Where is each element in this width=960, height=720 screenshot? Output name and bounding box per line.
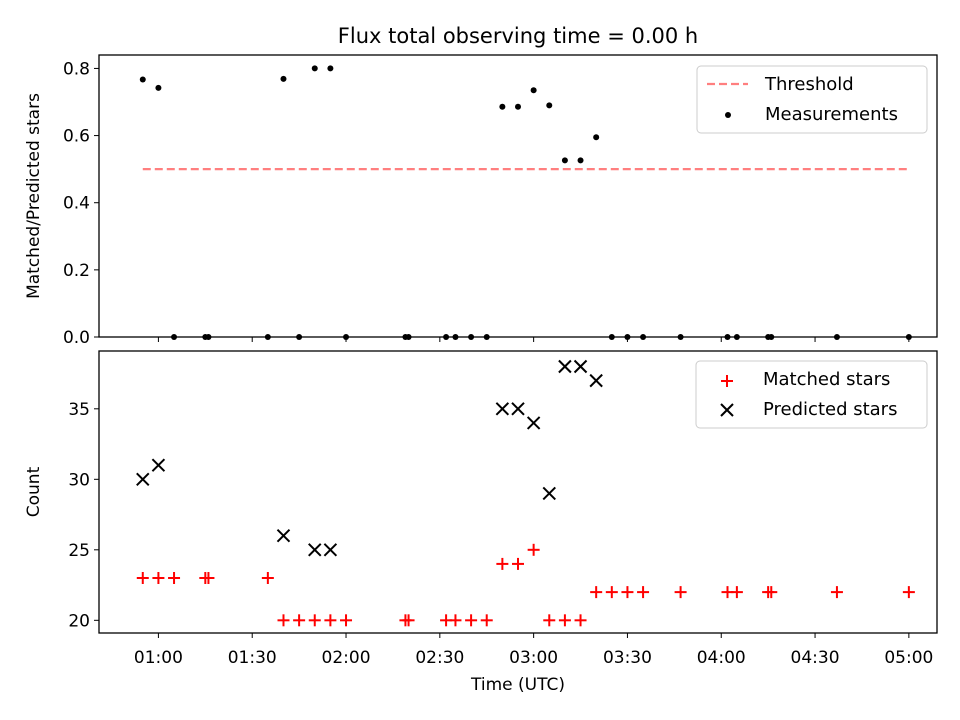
- measurement-point: [155, 84, 162, 91]
- y-tick-label: 0.4: [63, 194, 90, 214]
- legend-matched-swatch: [721, 375, 733, 387]
- matched-marker: [168, 572, 181, 585]
- y-tick-label: 30: [68, 470, 90, 490]
- measurement-point: [530, 87, 537, 94]
- x-tick-label: 04:30: [791, 648, 840, 668]
- measurement-point: [593, 134, 600, 141]
- matched-marker: [543, 614, 556, 627]
- predicted-marker: [308, 543, 322, 557]
- measurement-point: [577, 157, 584, 164]
- predicted-marker: [276, 529, 291, 543]
- predicted-marker: [136, 472, 150, 487]
- matched-marker: [152, 572, 165, 585]
- bottom-x-axis: 01:00 01:30 02:00 02:30 03:00 03:30 04:00 04:30…: [134, 633, 933, 668]
- top-plot-frame: [98, 54, 938, 338]
- x-tick-label: 05:00: [884, 648, 933, 668]
- matched-marker: [480, 614, 493, 627]
- bottom-x-axis-label: Time (UTC): [470, 675, 565, 695]
- predicted-marker: [511, 402, 525, 416]
- predicted-marker: [526, 416, 541, 430]
- matched-marker: [277, 614, 290, 627]
- legend-predicted-label: Predicted stars: [763, 399, 897, 420]
- predicted-marker: [589, 373, 603, 388]
- measurement-point: [327, 65, 334, 72]
- y-tick-label: 35: [68, 400, 90, 420]
- top-chart-title: Flux total observing time = 0.00 h: [338, 24, 698, 48]
- matched-marker: [637, 586, 650, 599]
- matched-marker: [674, 586, 687, 599]
- x-tick-label: 02:30: [415, 648, 464, 668]
- top-y-axis-label: Matched/Predicted stars: [24, 93, 44, 299]
- matched-marker: [902, 586, 915, 599]
- matched-marker: [558, 614, 571, 627]
- legend-threshold-label: Threshold: [764, 74, 854, 95]
- y-tick-label: 20: [68, 611, 90, 631]
- measurement-point: [499, 103, 506, 110]
- matched-marker: [590, 586, 603, 599]
- predicted-marker: [542, 486, 556, 501]
- measurement-point: [311, 65, 318, 72]
- measurement-point: [139, 76, 146, 83]
- matched-marker: [496, 557, 509, 570]
- matched-marker: [308, 614, 321, 627]
- legend-measurements-swatch: [725, 112, 731, 118]
- matched-marker: [527, 543, 540, 556]
- matched-marker: [261, 572, 274, 585]
- bottom-y-axis-label: Count: [24, 466, 44, 517]
- bottom-y-axis: 20 25 30 35: [68, 400, 99, 631]
- x-tick-label: 03:30: [603, 648, 652, 668]
- measurement-point: [546, 102, 553, 109]
- y-tick-label: 25: [68, 541, 90, 561]
- bottom-plot-content: [136, 359, 915, 627]
- measurement-point: [280, 75, 287, 82]
- matched-marker: [402, 614, 415, 627]
- measurement-point: [515, 103, 521, 110]
- bottom-plot-frame: [98, 350, 938, 634]
- matched-marker: [136, 572, 149, 585]
- y-tick-label: 0.2: [63, 261, 90, 281]
- x-tick-label: 04:00: [697, 648, 746, 668]
- predicted-marker: [323, 543, 338, 557]
- matched-marker: [830, 586, 843, 599]
- bottom-legend-box: [695, 360, 928, 429]
- matched-marker: [765, 586, 778, 599]
- top-plot-content: [139, 65, 912, 340]
- matched-marker: [465, 614, 478, 627]
- matched-marker: [512, 557, 524, 570]
- matched-marker: [293, 614, 306, 627]
- matched-marker: [202, 572, 215, 585]
- top-legend: Threshold Measurements: [696, 65, 928, 134]
- legend-measurements-label: Measurements: [765, 104, 898, 125]
- top-y-axis: 0.0 0.2 0.4 0.6 0.8: [63, 59, 99, 348]
- x-tick-label: 01:30: [228, 648, 277, 668]
- matched-marker: [574, 614, 587, 627]
- y-tick-label: 0.0: [63, 328, 90, 348]
- top-x-ticks: [157, 337, 910, 342]
- matched-marker: [449, 614, 462, 627]
- matched-marker: [730, 586, 743, 599]
- x-tick-label: 03:00: [509, 648, 558, 668]
- y-tick-label: 0.8: [63, 59, 90, 79]
- predicted-marker: [495, 402, 510, 416]
- top-legend-box: [696, 65, 928, 134]
- x-tick-label: 01:00: [134, 648, 183, 668]
- measurement-point: [561, 157, 568, 164]
- matched-marker: [340, 614, 353, 627]
- predicted-marker: [151, 458, 166, 472]
- predicted-marker: [573, 359, 588, 374]
- matched-marker: [621, 586, 634, 599]
- legend-matched-label: Matched stars: [763, 369, 890, 390]
- matched-marker: [605, 586, 618, 599]
- y-tick-label: 0.6: [63, 127, 90, 147]
- predicted-marker: [558, 359, 572, 374]
- x-tick-label: 02:00: [322, 648, 371, 668]
- legend-predicted-swatch: [720, 403, 734, 417]
- bottom-legend: Matched stars Predicted stars: [695, 360, 928, 429]
- matched-marker: [324, 614, 337, 627]
